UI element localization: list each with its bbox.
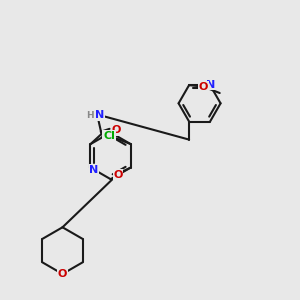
Text: O: O <box>111 125 121 136</box>
Text: N: N <box>89 165 98 175</box>
Text: O: O <box>199 82 208 92</box>
Text: N: N <box>94 110 104 120</box>
Text: N: N <box>206 80 215 90</box>
Text: Cl: Cl <box>103 131 115 141</box>
Text: O: O <box>58 269 67 279</box>
Text: O: O <box>113 169 123 179</box>
Text: H: H <box>87 111 94 120</box>
